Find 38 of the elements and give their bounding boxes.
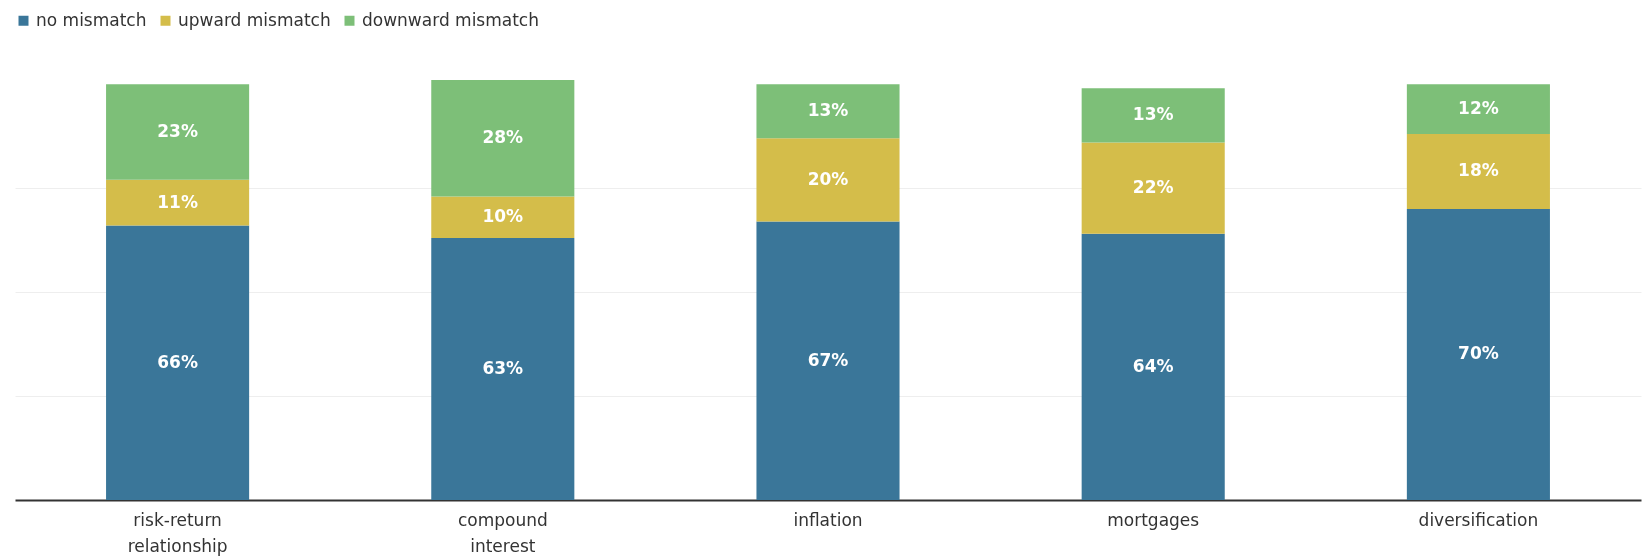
legend-label: downward mismatch xyxy=(362,9,539,30)
data-label: 66% xyxy=(157,351,198,372)
bar xyxy=(756,138,900,222)
data-label: 18% xyxy=(1458,160,1499,181)
legend-label: no mismatch xyxy=(36,9,147,30)
data-label: 67% xyxy=(807,349,849,370)
data-label: 12% xyxy=(1458,98,1499,119)
data-label: 63% xyxy=(482,358,524,379)
data-label: 11% xyxy=(157,191,198,212)
bar xyxy=(1406,208,1550,500)
bar xyxy=(431,196,575,239)
legend-label: upward mismatch xyxy=(178,9,331,30)
bar xyxy=(1406,84,1550,135)
data-label: 22% xyxy=(1132,177,1174,198)
bar xyxy=(1406,134,1550,209)
data-label: 10% xyxy=(482,206,524,227)
bar xyxy=(1081,233,1225,500)
data-label: 23% xyxy=(157,120,198,141)
bar xyxy=(1081,88,1225,143)
bar xyxy=(431,80,575,197)
data-label: 13% xyxy=(1132,104,1174,125)
bar xyxy=(431,238,575,500)
x-tick-label: risk-return relationship xyxy=(127,509,228,556)
bar xyxy=(756,84,900,139)
x-tick-label: inflation xyxy=(793,509,863,530)
data-label: 28% xyxy=(482,127,524,148)
data-label: 70% xyxy=(1458,343,1499,364)
bar xyxy=(106,179,250,226)
x-tick-label: diversification xyxy=(1418,509,1539,530)
data-label: 64% xyxy=(1132,355,1174,376)
bar xyxy=(106,84,250,180)
data-label: 20% xyxy=(807,168,849,189)
bar xyxy=(756,221,900,500)
x-tick-label: compound interest xyxy=(457,509,548,556)
bar xyxy=(106,225,250,500)
data-label: 13% xyxy=(807,100,849,121)
x-tick-label: mortgages xyxy=(1107,509,1200,530)
bar xyxy=(1081,142,1225,234)
